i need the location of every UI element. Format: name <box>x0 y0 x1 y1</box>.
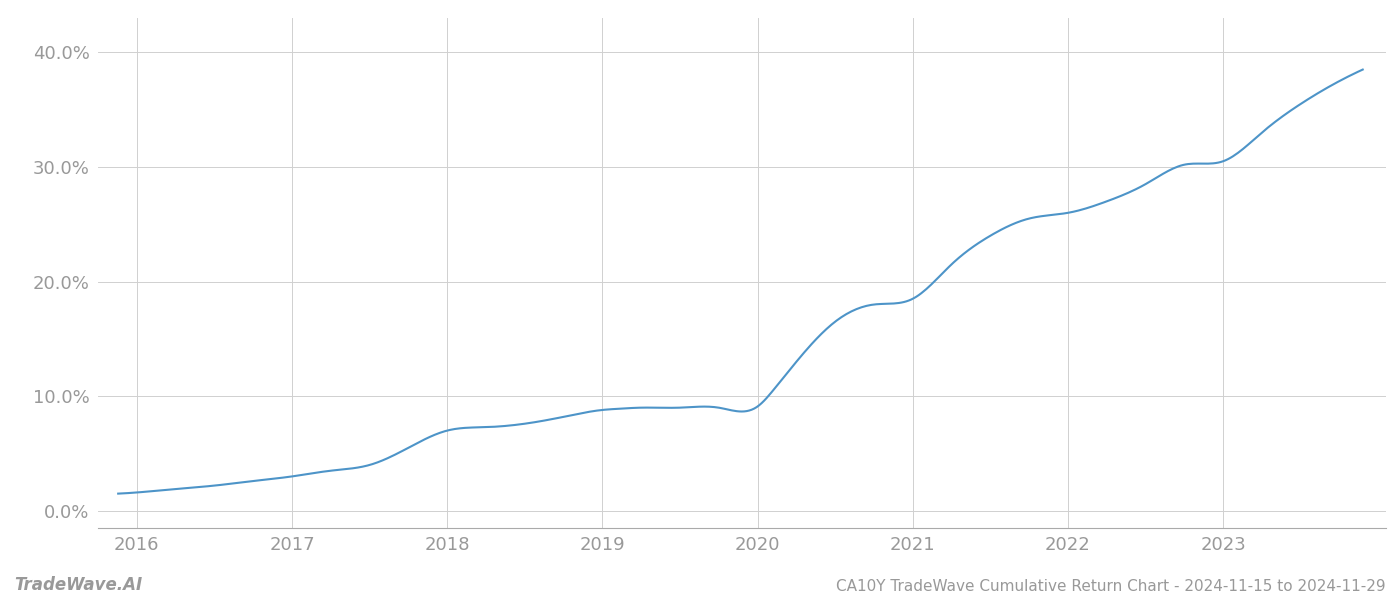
Text: CA10Y TradeWave Cumulative Return Chart - 2024-11-15 to 2024-11-29: CA10Y TradeWave Cumulative Return Chart … <box>836 579 1386 594</box>
Text: TradeWave.AI: TradeWave.AI <box>14 576 143 594</box>
